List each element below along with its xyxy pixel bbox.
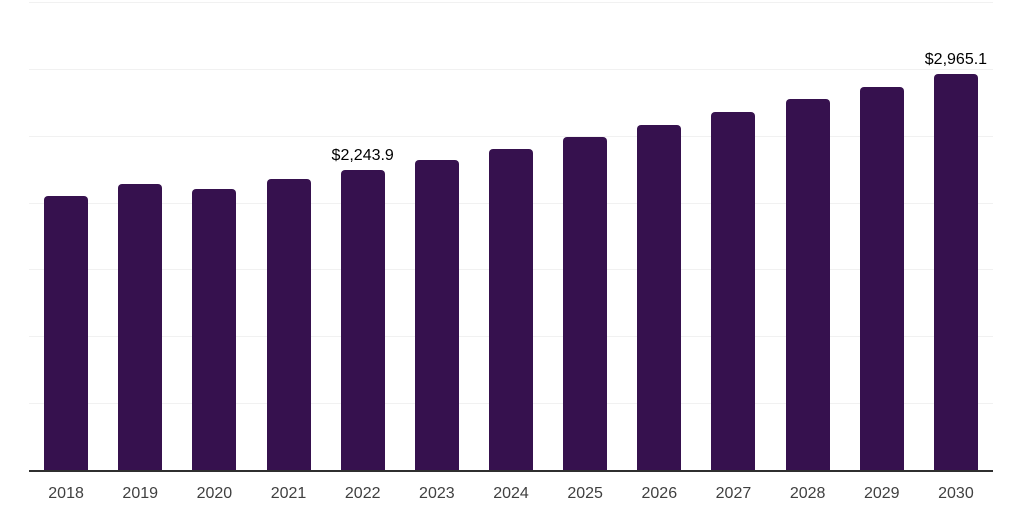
- x-tick-label-2026: 2026: [641, 485, 678, 502]
- bar-group-2023: [414, 159, 459, 470]
- gridline-2500: [29, 135, 993, 137]
- bar-2020[interactable]: [192, 188, 237, 470]
- x-tick-label-2030: 2030: [938, 485, 974, 502]
- x-tick-label-2021: 2021: [270, 485, 307, 502]
- bar-2026[interactable]: [637, 125, 682, 470]
- bar-value-label: $2,243.9: [331, 146, 394, 164]
- x-tick-label-2027: 2027: [715, 485, 752, 502]
- x-tick-label-2023: 2023: [419, 485, 455, 502]
- bar-2029[interactable]: [859, 86, 904, 470]
- bar-2021[interactable]: [266, 179, 311, 470]
- bar-group-2022: $2,243.9: [332, 147, 394, 470]
- bar-2030[interactable]: [933, 73, 978, 470]
- bar-group-2021: [266, 179, 311, 470]
- bar-2018[interactable]: [44, 195, 89, 470]
- bar-group-2018: [44, 195, 89, 470]
- bar-2025[interactable]: [563, 137, 608, 470]
- x-axis: 2018 2019 2020 2021 2022 2023 2024 2025 2026 2027…: [29, 484, 993, 504]
- bar-group-2027: [711, 112, 756, 470]
- x-tick-label-2025: 2025: [567, 485, 603, 502]
- x-tick-label-2022: 2022: [344, 485, 381, 502]
- bar-group-2020: [192, 188, 237, 470]
- bar-2024[interactable]: [489, 149, 533, 470]
- bar-value-label: $2,965.1: [924, 50, 988, 68]
- bar-2027[interactable]: [711, 112, 756, 470]
- bar-group-2029: [859, 86, 904, 470]
- x-axis-line: [29, 470, 993, 472]
- gridline-3500: [29, 2, 993, 3]
- x-tick-label-2028: 2028: [789, 485, 826, 502]
- x-tick-label-2019: 2019: [122, 485, 159, 502]
- bar-group-2028: [785, 98, 830, 470]
- bar-2023[interactable]: [414, 159, 459, 470]
- x-tick-label-2018: 2018: [48, 485, 84, 502]
- bar-group-2025: [563, 137, 608, 470]
- bar-group-2026: [637, 125, 682, 470]
- gridline-3000: [29, 68, 993, 70]
- bar-group-2030: $2,965.1: [925, 51, 987, 470]
- x-tick-label-2020: 2020: [196, 485, 233, 502]
- bar-group-2019: [118, 183, 163, 470]
- x-tick-label-2024: 2024: [493, 485, 529, 502]
- bar-group-2024: [489, 149, 533, 470]
- bar-2019[interactable]: [118, 183, 163, 470]
- bar-2022[interactable]: [340, 169, 385, 470]
- bar-2028[interactable]: [785, 98, 830, 470]
- plot-area: $2,243.9 $2,965.1: [29, 2, 993, 472]
- x-tick-label-2029: 2029: [863, 485, 900, 502]
